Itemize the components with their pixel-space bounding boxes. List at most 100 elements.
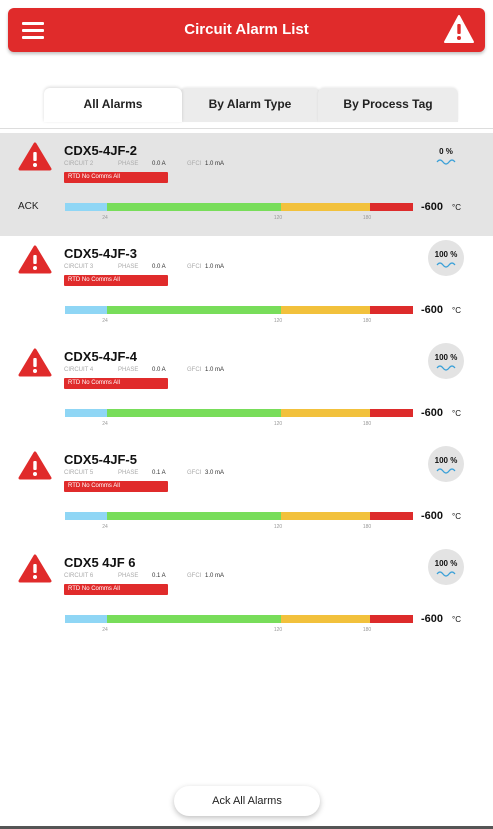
range-bar bbox=[65, 203, 107, 211]
alarm-badge: RTD No Comms All bbox=[64, 481, 168, 492]
circuit-name: CDX5-4JF-2 bbox=[64, 143, 137, 158]
temperature-unit: °C bbox=[452, 306, 461, 315]
circuit-label: CIRCUIT 3 bbox=[64, 264, 94, 270]
percent: 100 % bbox=[434, 559, 458, 568]
warning-icon bbox=[18, 348, 52, 377]
range-bar bbox=[65, 306, 107, 314]
alarm-icon[interactable] bbox=[443, 14, 475, 44]
tab[interactable]: By Alarm Type bbox=[180, 88, 320, 122]
range-bar bbox=[281, 203, 370, 211]
range-bar bbox=[370, 512, 413, 520]
circuit-name: CDX5-4JF-5 bbox=[64, 452, 137, 467]
range-bar bbox=[370, 306, 413, 314]
circuit-name: CDX5 4JF 6 bbox=[64, 555, 136, 570]
temperature-unit: °C bbox=[452, 512, 461, 521]
range-tick: 180 bbox=[362, 524, 372, 530]
percent: 100 % bbox=[434, 250, 458, 259]
range-tick: 24 bbox=[102, 524, 108, 530]
temperature-unit: °C bbox=[452, 615, 461, 624]
current-value: 0.1 A bbox=[152, 573, 166, 579]
alarm-item[interactable]: CDX5-4JF-5 CIRCUIT 5 PHASE 0.1 A GFCI 3.0 mA R… bbox=[0, 442, 493, 545]
wave-icon bbox=[436, 571, 456, 577]
range-tick: 120 bbox=[273, 627, 283, 633]
tab[interactable]: By Process Tag bbox=[318, 88, 458, 122]
ack-label[interactable]: ACK bbox=[18, 201, 39, 212]
current-value: 0.0 A bbox=[152, 161, 166, 167]
warning-icon bbox=[18, 245, 52, 274]
range-tick: 24 bbox=[102, 421, 108, 427]
gfi-value: 1.0 mA bbox=[205, 573, 225, 579]
percent: 100 % bbox=[434, 456, 458, 465]
alarm-item[interactable]: CDX5 4JF 6 CIRCUIT 6 PHASE 0.1 A GFCI 1.0 mA R… bbox=[0, 545, 493, 648]
range-tick: 24 bbox=[102, 318, 108, 324]
range-tick: 24 bbox=[102, 627, 108, 633]
circuit-label: CIRCUIT 4 bbox=[64, 367, 94, 373]
range-tick: 180 bbox=[362, 421, 372, 427]
gfi-label: GFCI bbox=[187, 264, 202, 270]
range-tick: 180 bbox=[362, 215, 372, 221]
temperature: -600 bbox=[421, 510, 444, 522]
ack-all-button[interactable]: Ack All Alarms bbox=[174, 786, 320, 816]
circuit-label: CIRCUIT 6 bbox=[64, 573, 94, 579]
percent: 100 % bbox=[434, 353, 458, 362]
bottom-edge bbox=[0, 826, 493, 829]
range-tick: 180 bbox=[362, 318, 372, 324]
range-bar bbox=[107, 615, 281, 623]
divider bbox=[0, 128, 493, 129]
phase-label: PHASE bbox=[118, 161, 139, 167]
circuit-label: CIRCUIT 5 bbox=[64, 470, 94, 476]
range-bar bbox=[107, 203, 281, 211]
temperature: -600 bbox=[421, 304, 444, 316]
range-tick: 120 bbox=[273, 421, 283, 427]
alarm-item[interactable]: CDX5-4JF-3 CIRCUIT 3 PHASE 0.0 A GFCI 1.0 mA R… bbox=[0, 236, 493, 339]
gfi-value: 1.0 mA bbox=[205, 161, 225, 167]
range-bar bbox=[107, 512, 281, 520]
gfi-label: GFCI bbox=[187, 573, 202, 579]
gfi-label: GFCI bbox=[187, 367, 202, 373]
range-bar bbox=[370, 409, 413, 417]
phase-label: PHASE bbox=[118, 470, 139, 476]
temperature: -600 bbox=[421, 613, 444, 625]
temperature: -600 bbox=[421, 407, 444, 419]
header: Circuit Alarm List bbox=[8, 8, 485, 52]
gfi-label: GFCI bbox=[187, 470, 202, 476]
current-value: 0.0 A bbox=[152, 264, 166, 270]
range-bar bbox=[65, 409, 107, 417]
gfi-label: GFCI bbox=[187, 161, 202, 167]
warning-icon bbox=[18, 451, 52, 480]
range-bar bbox=[281, 306, 370, 314]
alarm-badge: RTD No Comms All bbox=[64, 172, 168, 183]
range-bar bbox=[65, 512, 107, 520]
menu-button[interactable] bbox=[22, 21, 44, 39]
alarm-item[interactable]: CDX5-4JF-4 CIRCUIT 4 PHASE 0.0 A GFCI 1.0 mA R… bbox=[0, 339, 493, 442]
range-tick: 120 bbox=[273, 215, 283, 221]
phase-label: PHASE bbox=[118, 264, 139, 270]
temperature: -600 bbox=[421, 201, 444, 213]
gauge bbox=[428, 446, 464, 482]
range-bar bbox=[281, 409, 370, 417]
range-bar bbox=[65, 615, 107, 623]
range-bar bbox=[370, 203, 413, 211]
gfi-value: 1.0 mA bbox=[205, 367, 225, 373]
range-tick: 120 bbox=[273, 524, 283, 530]
range-bar bbox=[281, 512, 370, 520]
current-value: 0.1 A bbox=[152, 470, 166, 476]
range-tick: 24 bbox=[102, 215, 108, 221]
warning-icon bbox=[18, 554, 52, 583]
alarm-badge: RTD No Comms All bbox=[64, 584, 168, 595]
range-tick: 120 bbox=[273, 318, 283, 324]
current-value: 0.0 A bbox=[152, 367, 166, 373]
alarm-item[interactable]: CDX5-4JF-2 CIRCUIT 2 PHASE 0.0 A GFCI 1.0 mA R… bbox=[0, 133, 493, 236]
gfi-value: 3.0 mA bbox=[205, 470, 225, 476]
range-bar bbox=[370, 615, 413, 623]
alarm-badge: RTD No Comms All bbox=[64, 275, 168, 286]
range-bar bbox=[107, 409, 281, 417]
tab[interactable]: All Alarms bbox=[44, 88, 182, 122]
percent: 0 % bbox=[439, 147, 453, 156]
temperature-unit: °C bbox=[452, 409, 461, 418]
range-bar bbox=[107, 306, 281, 314]
phase-label: PHASE bbox=[118, 367, 139, 373]
warning-icon bbox=[18, 142, 52, 171]
wave-icon bbox=[436, 365, 456, 371]
